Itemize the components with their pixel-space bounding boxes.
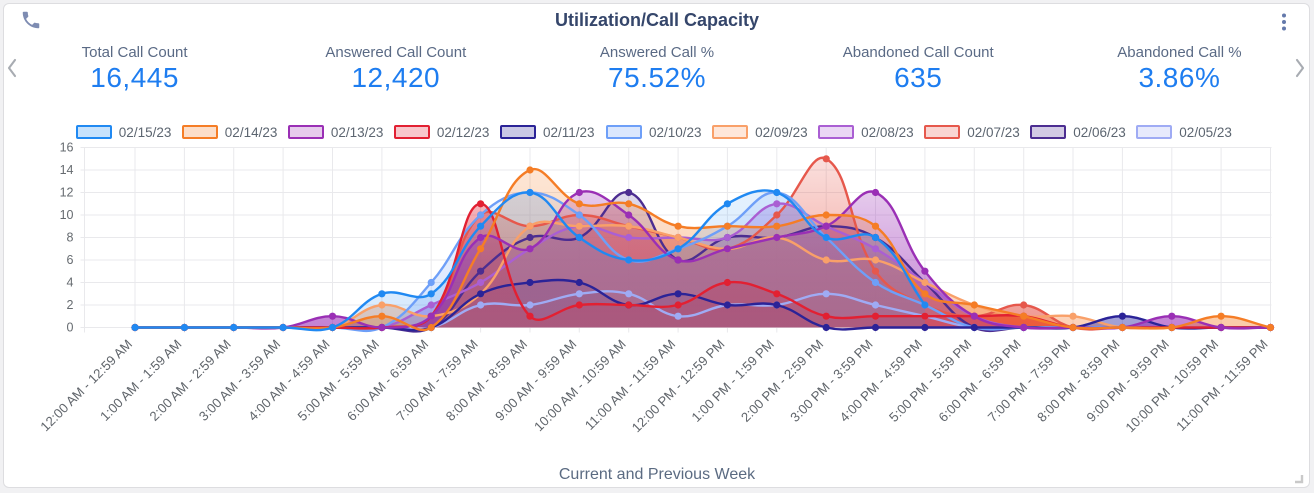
svg-text:Current and Previous Week: Current and Previous Week [559, 466, 756, 483]
svg-text:2:00 PM - 2:59 PM: 2:00 PM - 2:59 PM [738, 337, 826, 425]
svg-text:8:00 PM - 8:59 PM: 8:00 PM - 8:59 PM [1034, 337, 1122, 425]
svg-text:10:00 AM - 10:59 AM: 10:00 AM - 10:59 AM [531, 337, 629, 435]
svg-text:2: 2 [67, 298, 74, 312]
svg-text:12:00 PM - 12:59 PM: 12:00 PM - 12:59 PM [629, 337, 728, 436]
svg-text:8: 8 [67, 231, 74, 245]
svg-text:6:00 PM - 6:59 PM: 6:00 PM - 6:59 PM [935, 337, 1023, 425]
svg-text:1:00 PM - 1:59 PM: 1:00 PM - 1:59 PM [689, 337, 777, 425]
svg-text:0: 0 [67, 321, 74, 335]
svg-text:4: 4 [67, 276, 74, 290]
svg-text:14: 14 [60, 163, 74, 177]
svg-text:11:00 AM - 11:59 AM: 11:00 AM - 11:59 AM [582, 337, 678, 433]
svg-text:3:00 PM - 3:59 PM: 3:00 PM - 3:59 PM [787, 337, 875, 425]
svg-text:10: 10 [60, 208, 74, 222]
svg-text:12:00 AM - 12:59 AM: 12:00 AM - 12:59 AM [37, 337, 135, 435]
svg-text:12: 12 [60, 186, 74, 200]
svg-text:9:00 PM - 9:59 PM: 9:00 PM - 9:59 PM [1084, 337, 1172, 425]
svg-text:16: 16 [60, 141, 74, 155]
svg-text:4:00 PM - 4:59 PM: 4:00 PM - 4:59 PM [837, 337, 925, 425]
svg-text:11:00 PM - 11:59 PM: 11:00 PM - 11:59 PM [1173, 337, 1270, 434]
svg-text:7:00 PM - 7:59 PM: 7:00 PM - 7:59 PM [985, 337, 1073, 425]
svg-text:5:00 PM - 5:59 PM: 5:00 PM - 5:59 PM [886, 337, 974, 425]
svg-text:6: 6 [67, 253, 74, 267]
svg-text:10:00 PM - 10:59 PM: 10:00 PM - 10:59 PM [1122, 337, 1221, 436]
